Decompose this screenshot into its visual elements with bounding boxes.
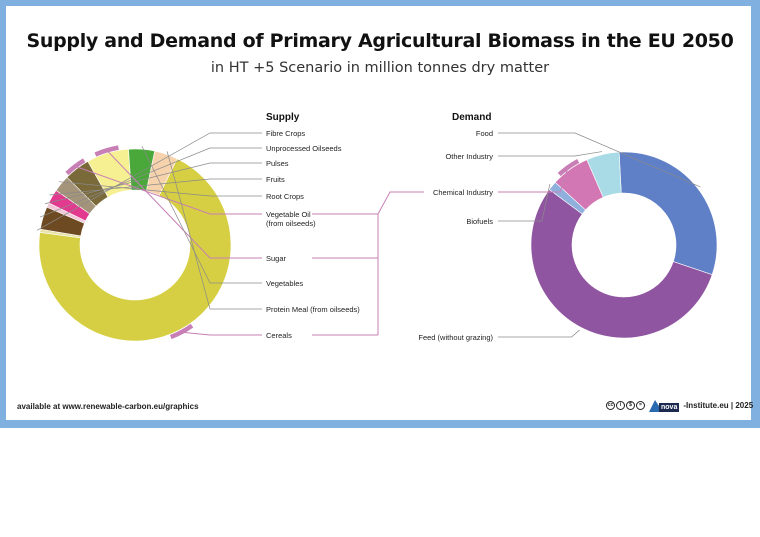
highlight-sugar <box>94 145 119 157</box>
supply-label-unprocessed-oilseeds: Unprocessed Oilseeds <box>266 144 342 153</box>
leader-cereals <box>181 331 262 336</box>
supply-label-pulses: Pulses <box>266 159 289 168</box>
nova-logo-text: nova <box>659 403 680 412</box>
leader-sugar <box>106 149 262 259</box>
demand-label-chemical-industry: Chemical Industry <box>433 188 493 197</box>
source-note: available at www.renewable-carbon.eu/gra… <box>17 402 199 411</box>
creative-commons-icon: cc i $ = <box>606 400 645 410</box>
leader-biofuels <box>498 183 551 222</box>
highlight-cereals <box>169 323 194 340</box>
leader-feed-without-grazing <box>498 329 580 338</box>
supply-label-cereals: Cereals <box>266 331 292 340</box>
slice-food <box>618 151 718 276</box>
highlight-chemical-industry <box>557 158 580 177</box>
donut-charts: Supply Demand Cereals Fibre Crops Unproces… <box>36 112 718 342</box>
demand-label-feed-without-grazing: Feed (without grazing) <box>418 333 493 342</box>
credit-text: -Institute.eu | 2025 <box>683 400 754 410</box>
leader-food <box>498 132 701 188</box>
supply-label-fruits: Fruits <box>266 175 285 184</box>
leader-chemical-industry <box>498 166 569 193</box>
leader-root-crops <box>58 181 262 197</box>
demand-label-biofuels: Biofuels <box>466 217 493 226</box>
leader-protein-meal-from-oilseeds <box>166 151 262 310</box>
demand-label-other-industry: Other Industry <box>445 152 493 161</box>
chart-title: Supply and Demand of Primary Agricultura… <box>26 30 734 52</box>
supply-to-chemical-connector <box>312 191 424 336</box>
supply-label-root-crops: Root Crops <box>266 192 304 201</box>
supply-label-vegetable-oil-from-oilseeds: Vegetable Oil (from oilseeds) <box>266 210 316 228</box>
credit-block: cc i $ = nova -Institute.eu | 2025 <box>606 398 753 412</box>
supply-label-vegetables: Vegetables <box>266 279 303 288</box>
leader-fruits <box>49 178 262 196</box>
nova-logo: nova <box>649 398 680 412</box>
supply-title: Supply <box>266 112 300 123</box>
demand-title: Demand <box>452 112 491 123</box>
leader-unprocessed-oilseeds <box>39 147 262 218</box>
leader-vegetable-oil-from-oilseeds <box>74 165 262 215</box>
supply-label-protein-meal-from-oilseeds: Protein Meal (from oilseeds) <box>266 305 360 314</box>
supply-label-fibre-crops: Fibre Crops <box>266 129 305 138</box>
chart-subtitle: in HT +5 Scenario in million tonnes dry … <box>210 60 550 76</box>
slice-feed-without-grazing <box>530 189 713 339</box>
demand-label-food: Food <box>476 129 493 138</box>
leader-vegetables <box>141 146 262 284</box>
leader-other-industry <box>498 151 603 157</box>
supply-label-sugar: Sugar <box>266 254 287 263</box>
leader-fibre-crops <box>36 132 262 231</box>
slice-other-industry <box>586 151 622 198</box>
